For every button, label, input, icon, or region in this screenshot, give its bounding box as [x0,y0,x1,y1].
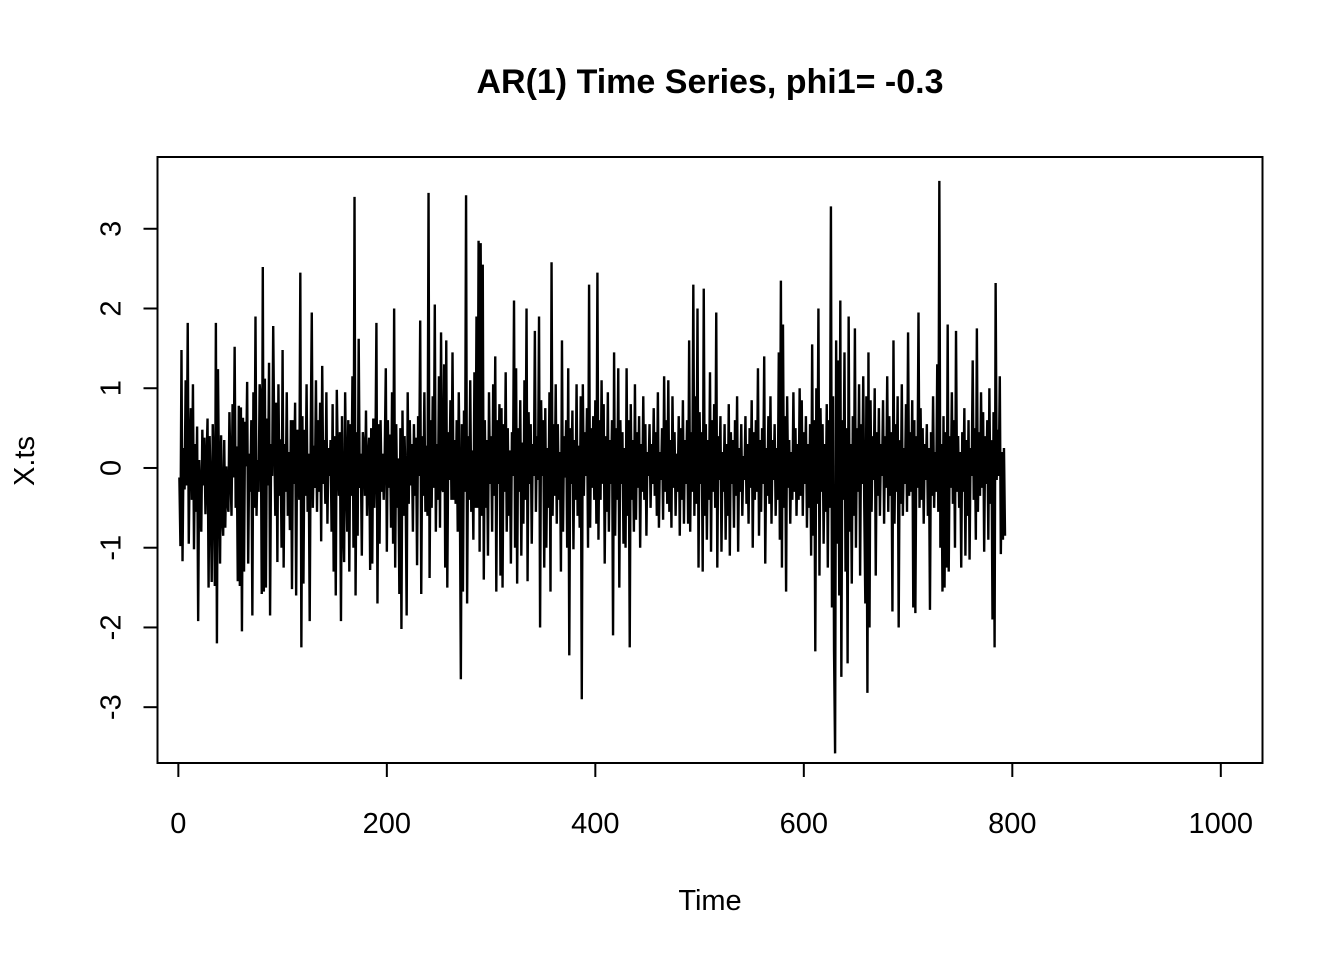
x-axis-label: Time [678,885,741,917]
x-tick-label: 1000 [1189,808,1254,840]
x-axis: 0 200 400 600 800 1000 [170,762,1254,840]
chart-title: AR(1) Time Series, phi1= -0.3 [476,63,943,101]
x-tick-label: 600 [780,808,828,840]
x-tick-label: 800 [988,808,1036,840]
series-group [178,180,1007,754]
series-line-0 [178,180,1007,754]
x-tick-label: 400 [571,808,619,840]
y-tick-label: 1 [96,380,128,396]
y-tick-label: -2 [96,615,128,641]
y-tick-label: -1 [96,535,128,561]
y-axis-label: X.ts [9,436,41,486]
x-tick-label: 0 [170,808,186,840]
x-tick-label: 200 [363,808,411,840]
y-tick-label: 3 [96,221,128,237]
y-tick-label: 0 [96,460,128,476]
y-tick-label: 2 [96,300,128,316]
y-axis: -3 -2 -1 0 1 2 3 [96,221,159,720]
y-tick-label: -3 [96,694,128,720]
